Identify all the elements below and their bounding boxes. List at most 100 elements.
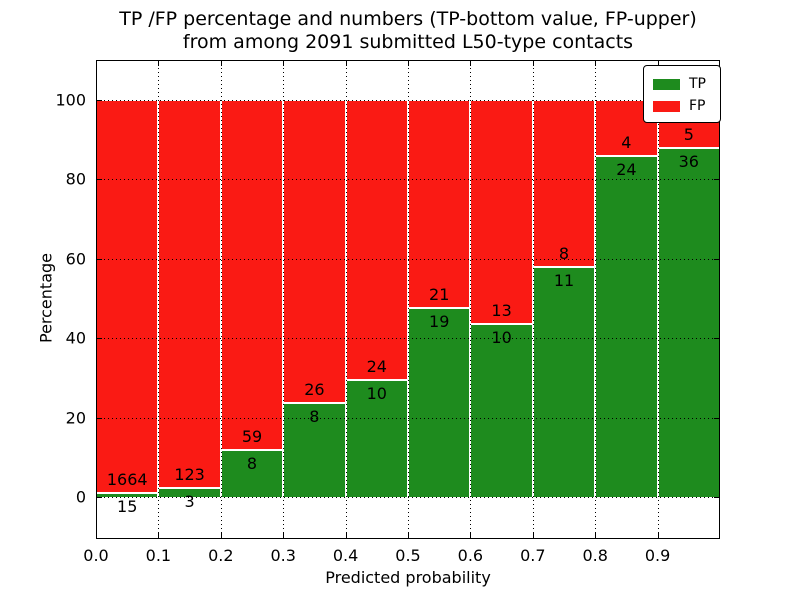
y-tick-label: 20 <box>65 408 86 427</box>
x-tick-mark <box>657 533 659 538</box>
bar-fp-segment <box>158 99 221 488</box>
bar-fp-segment <box>408 99 471 309</box>
x-tick-mark <box>96 61 97 66</box>
bar-fp-segment <box>220 99 284 450</box>
y-tick-label: 60 <box>65 249 86 268</box>
y-tick-mark <box>97 179 102 180</box>
v-gridline <box>283 60 285 539</box>
fp-count-label: 123 <box>174 464 205 484</box>
x-tick-mark <box>470 61 472 66</box>
bar-tp-segment <box>657 147 720 497</box>
bar-tp-segment <box>283 403 346 497</box>
y-axis-label: Percentage <box>36 252 56 344</box>
x-tick-mark <box>532 61 534 66</box>
legend: TP FP <box>643 65 721 123</box>
x-tick-label: 0.7 <box>520 546 546 565</box>
fp-count-label: 1664 <box>106 470 148 490</box>
fp-count-label: 59 <box>241 426 263 446</box>
bar-tp-segment <box>408 308 471 497</box>
tp-count-label: 10 <box>366 384 387 404</box>
x-tick-mark <box>283 533 285 538</box>
tp-count-label: 11 <box>553 270 575 290</box>
x-tick-mark <box>532 533 534 538</box>
y-tick-label: 40 <box>65 328 86 348</box>
y-tick-mark <box>714 338 719 339</box>
tp-count-label: 3 <box>184 491 195 511</box>
tp-count-label: 15 <box>117 497 138 517</box>
tp-count-label: 24 <box>616 160 637 180</box>
bar-tp-segment <box>532 266 596 497</box>
chart-title: TP /FP percentage and numbers (TP-bottom… <box>96 8 720 54</box>
bar-fp-segment <box>283 99 346 404</box>
y-tick-label: 100 <box>55 90 86 109</box>
fp-count-label: 13 <box>491 301 512 321</box>
v-gridline <box>408 60 409 539</box>
x-tick-label: 0.2 <box>208 546 234 565</box>
x-tick-mark <box>220 533 222 538</box>
x-tick-mark <box>408 533 409 538</box>
x-tick-label: 0.4 <box>332 546 359 565</box>
v-gridline <box>220 60 222 539</box>
chart-title-line2: from among 2091 submitted L50-type conta… <box>182 31 634 53</box>
x-tick-mark <box>470 533 472 538</box>
y-tick-mark <box>97 338 102 339</box>
v-gridline <box>657 60 659 539</box>
x-tick-mark <box>283 61 285 66</box>
fp-count-label: 5 <box>683 124 694 144</box>
v-gridline <box>345 60 347 539</box>
y-tick-label: 80 <box>65 169 86 189</box>
v-gridline <box>595 60 597 539</box>
bar-fp-segment <box>532 99 596 267</box>
bar-tp-segment <box>595 156 658 497</box>
x-tick-label: 0.1 <box>145 546 172 565</box>
x-tick-mark <box>657 61 659 66</box>
legend-label-tp: TP <box>689 76 706 92</box>
legend-item-fp: FP <box>644 95 720 117</box>
fp-count-label: 26 <box>304 380 325 400</box>
x-tick-mark <box>158 61 160 66</box>
x-tick-label: 0.0 <box>83 546 109 565</box>
y-tick-mark <box>97 99 102 101</box>
legend-item-tp: TP <box>644 73 720 95</box>
fp-count-label: 4 <box>621 133 632 153</box>
v-gridline <box>532 60 534 539</box>
x-tick-mark <box>595 533 597 538</box>
x-tick-mark <box>158 533 160 538</box>
y-tick-mark <box>714 497 719 498</box>
x-tick-label: 0.5 <box>395 546 421 565</box>
x-tick-mark <box>345 533 347 538</box>
bar-tp-segment <box>220 449 284 497</box>
tp-count-label: 36 <box>678 151 699 171</box>
y-tick-mark <box>97 258 102 260</box>
chart-title-line1: TP /FP percentage and numbers (TP-bottom… <box>119 8 697 30</box>
y-tick-label: 0 <box>75 487 86 507</box>
bar-tp-segment <box>470 324 533 497</box>
bar-fp-segment <box>345 99 408 381</box>
fp-count-label: 8 <box>558 243 570 263</box>
bar-fp-segment <box>96 99 159 494</box>
bar-fp-segment <box>470 99 533 325</box>
x-tick-mark <box>220 61 222 66</box>
x-tick-mark <box>595 61 597 66</box>
y-tick-mark <box>714 179 719 180</box>
v-gridline <box>470 60 472 539</box>
y-tick-mark <box>714 258 719 260</box>
y-tick-mark <box>97 417 102 419</box>
tp-count-label: 8 <box>246 453 258 473</box>
fp-count-label: 24 <box>366 357 387 377</box>
x-axis-label: Predicted probability <box>325 568 491 587</box>
v-gridline <box>158 60 160 539</box>
x-tick-mark <box>345 61 347 66</box>
x-tick-mark <box>408 61 409 66</box>
x-tick-mark <box>719 533 720 538</box>
fp-count-label: 21 <box>429 285 450 305</box>
x-tick-mark <box>96 533 97 538</box>
legend-label-fp: FP <box>689 98 706 114</box>
fp-swatch <box>653 100 680 112</box>
x-tick-label: 0.8 <box>582 546 608 565</box>
x-tick-label: 0.3 <box>270 546 296 565</box>
tp-count-label: 19 <box>429 312 450 332</box>
x-tick-label: 0.6 <box>457 546 484 565</box>
plot-area: TP FP 1664 15 123 3 59 8 26 8 24 10 21 19 13 10 8 11 4 24… <box>96 60 721 539</box>
